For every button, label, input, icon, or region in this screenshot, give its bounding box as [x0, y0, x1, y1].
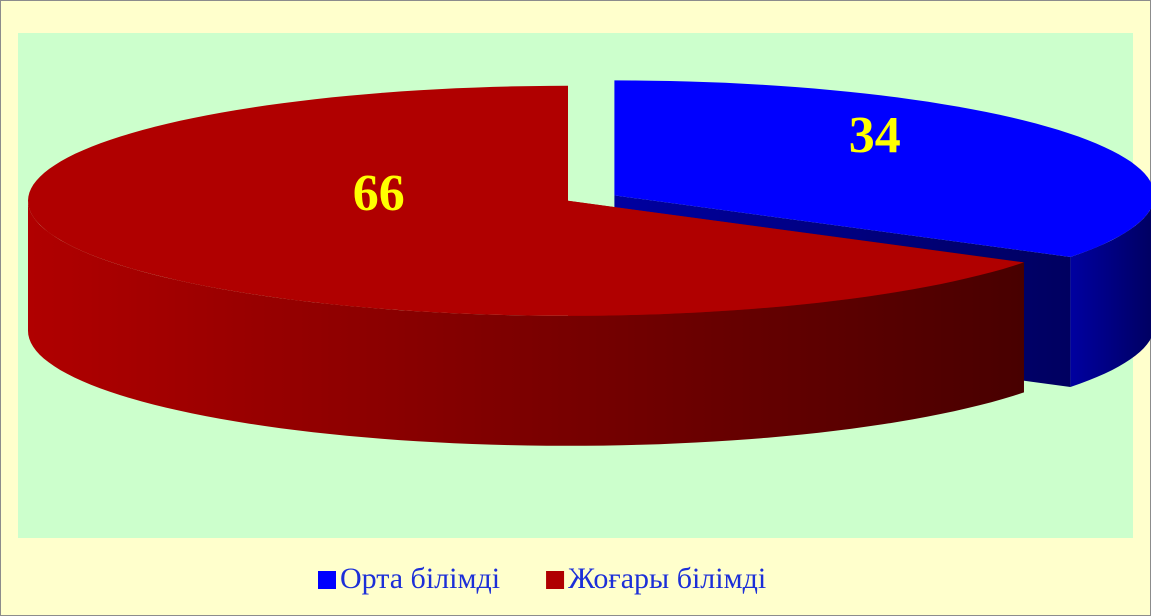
legend-swatch	[318, 571, 336, 589]
slice-wall	[28, 200, 1024, 446]
legend-swatch	[546, 571, 565, 589]
pie-slice	[28, 85, 1024, 316]
pie-slice	[614, 80, 1151, 257]
data-label: 66	[353, 165, 405, 222]
legend-label: Орта білімді	[340, 562, 500, 595]
legend-label: Жоғары білімді	[568, 562, 766, 595]
data-label: 34	[849, 107, 901, 164]
slice-wall	[1070, 208, 1151, 387]
